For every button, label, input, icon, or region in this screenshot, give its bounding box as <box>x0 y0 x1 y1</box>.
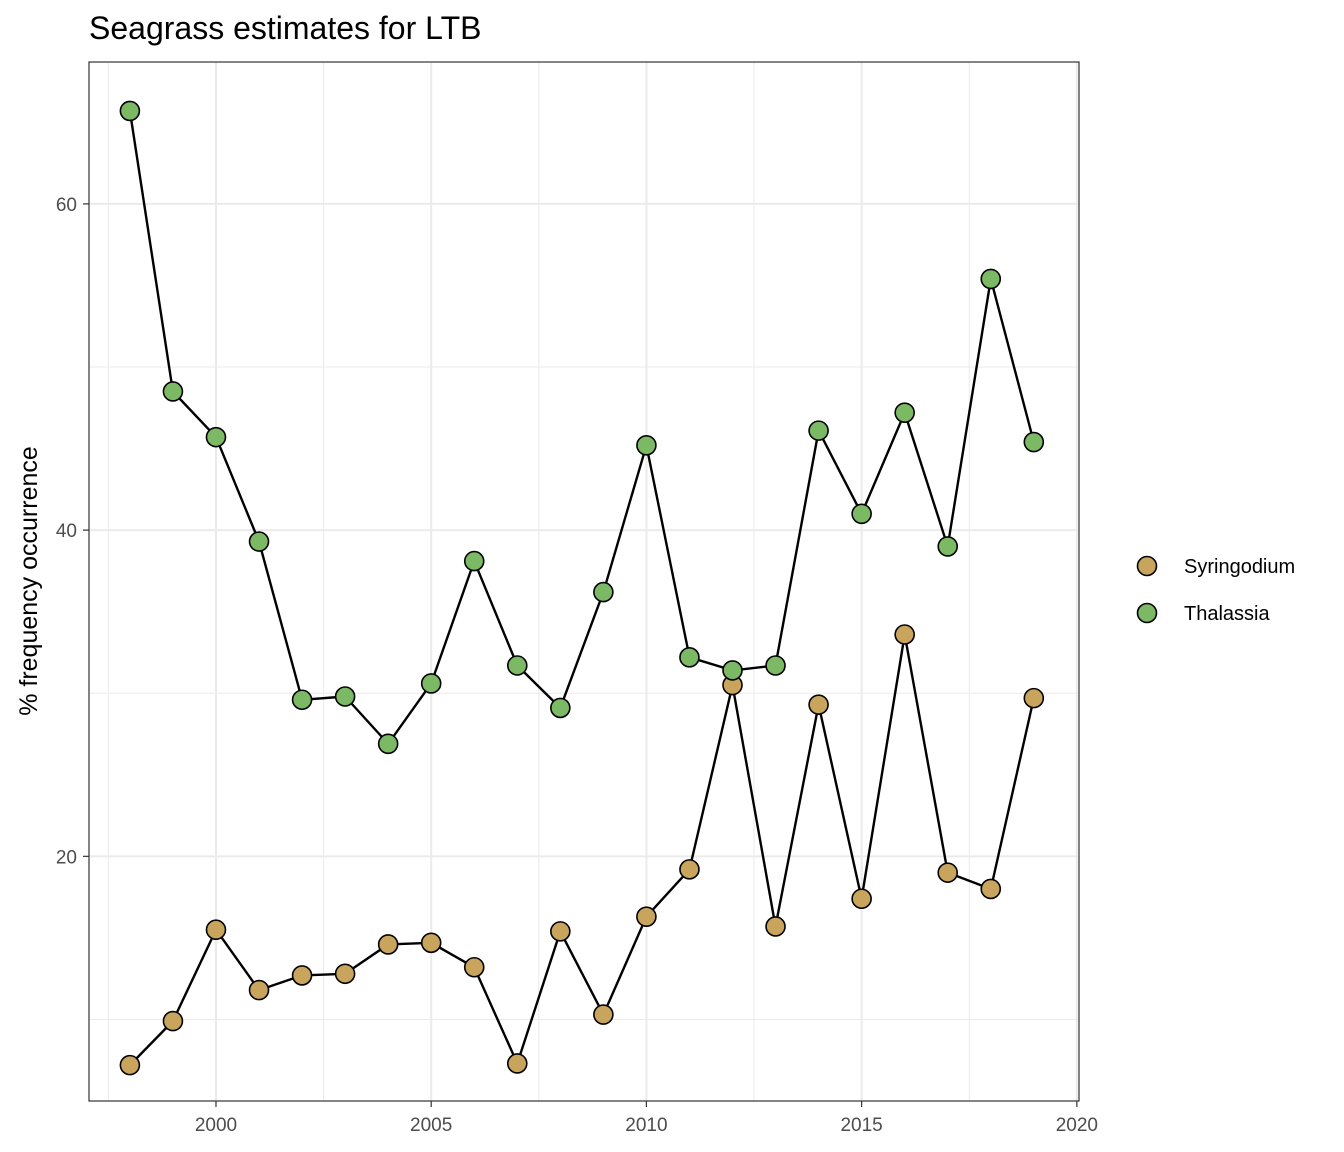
syringodium-point <box>162 1010 184 1032</box>
chart-title: Seagrass estimates for LTB <box>89 10 481 46</box>
thalassia-point <box>937 536 959 557</box>
syringodium-point <box>506 1053 528 1074</box>
syringodium-point <box>1023 687 1045 709</box>
thalassia-point <box>636 435 657 456</box>
thalassia-point <box>851 503 872 525</box>
syringodium-points <box>119 624 1045 1076</box>
syringodium-point <box>765 916 786 937</box>
x-tick-label: 2010 <box>625 1115 667 1136</box>
series-thalassia <box>128 110 1035 745</box>
thalassia-point <box>593 581 614 603</box>
thalassia-point <box>334 686 356 707</box>
legend-label-thalassia: Thalassia <box>1184 603 1270 625</box>
syringodium-point <box>808 694 829 715</box>
syringodium-point <box>679 859 700 880</box>
thalassia-point <box>550 697 571 719</box>
thalassia-point <box>1023 431 1045 453</box>
x-tick-label: 2005 <box>410 1115 452 1136</box>
grid-lines <box>89 62 1079 1101</box>
thalassia-point <box>894 402 915 423</box>
syringodium-point <box>636 906 657 927</box>
thalassia-point <box>765 655 786 676</box>
x-tick-label: 2015 <box>840 1115 882 1136</box>
thalassia-point <box>205 426 227 448</box>
y-tick-label: 20 <box>56 847 77 868</box>
y-tick-label: 60 <box>56 195 77 216</box>
legend-key-thalassia <box>1136 602 1158 624</box>
syringodium-point <box>937 862 959 883</box>
syringodium-point <box>463 956 485 978</box>
syringodium-point <box>248 979 270 1001</box>
y-tick-label: 40 <box>56 521 77 542</box>
thalassia-point <box>722 660 743 681</box>
legend-label-syringodium: Syringodium <box>1184 556 1295 578</box>
thalassia-point <box>808 420 829 441</box>
y-axis: 20 40 60 <box>56 195 89 868</box>
legend-key-syringodium <box>1136 555 1158 577</box>
x-tick-label: 2020 <box>1056 1115 1098 1136</box>
legend: Syringodium Thalassia <box>1136 555 1295 625</box>
thalassia-point <box>291 689 313 711</box>
y-axis-label: % frequency occurrence <box>15 446 43 716</box>
syringodium-point <box>420 932 442 954</box>
plot-border <box>88 61 1080 1102</box>
plot-panel <box>89 62 1079 1101</box>
series-layer <box>119 100 1045 1076</box>
series-syringodium <box>129 633 1035 1066</box>
syringodium-point <box>894 624 915 645</box>
thalassia-points <box>119 100 1045 755</box>
x-axis: 2000 2005 2010 2015 2020 <box>195 1101 1098 1136</box>
syringodium-line <box>129 633 1035 1066</box>
syringodium-point <box>291 965 313 986</box>
syringodium-point <box>980 878 1002 900</box>
thalassia-line <box>128 110 1035 745</box>
thalassia-point <box>248 531 270 552</box>
syringodium-point <box>334 963 356 985</box>
syringodium-point <box>550 921 571 942</box>
x-tick-label: 2000 <box>195 1115 237 1136</box>
syringodium-point <box>377 934 399 955</box>
syringodium-point <box>119 1054 141 1076</box>
thalassia-point <box>679 647 700 668</box>
thalassia-point <box>506 655 528 676</box>
syringodium-point <box>851 888 872 910</box>
thalassia-point <box>162 381 184 402</box>
syringodium-point <box>593 1004 614 1025</box>
syringodium-point <box>205 919 227 941</box>
thalassia-point <box>377 733 399 755</box>
thalassia-point <box>119 100 141 122</box>
thalassia-point <box>980 268 1002 290</box>
thalassia-point <box>463 550 485 572</box>
thalassia-point <box>420 673 442 694</box>
